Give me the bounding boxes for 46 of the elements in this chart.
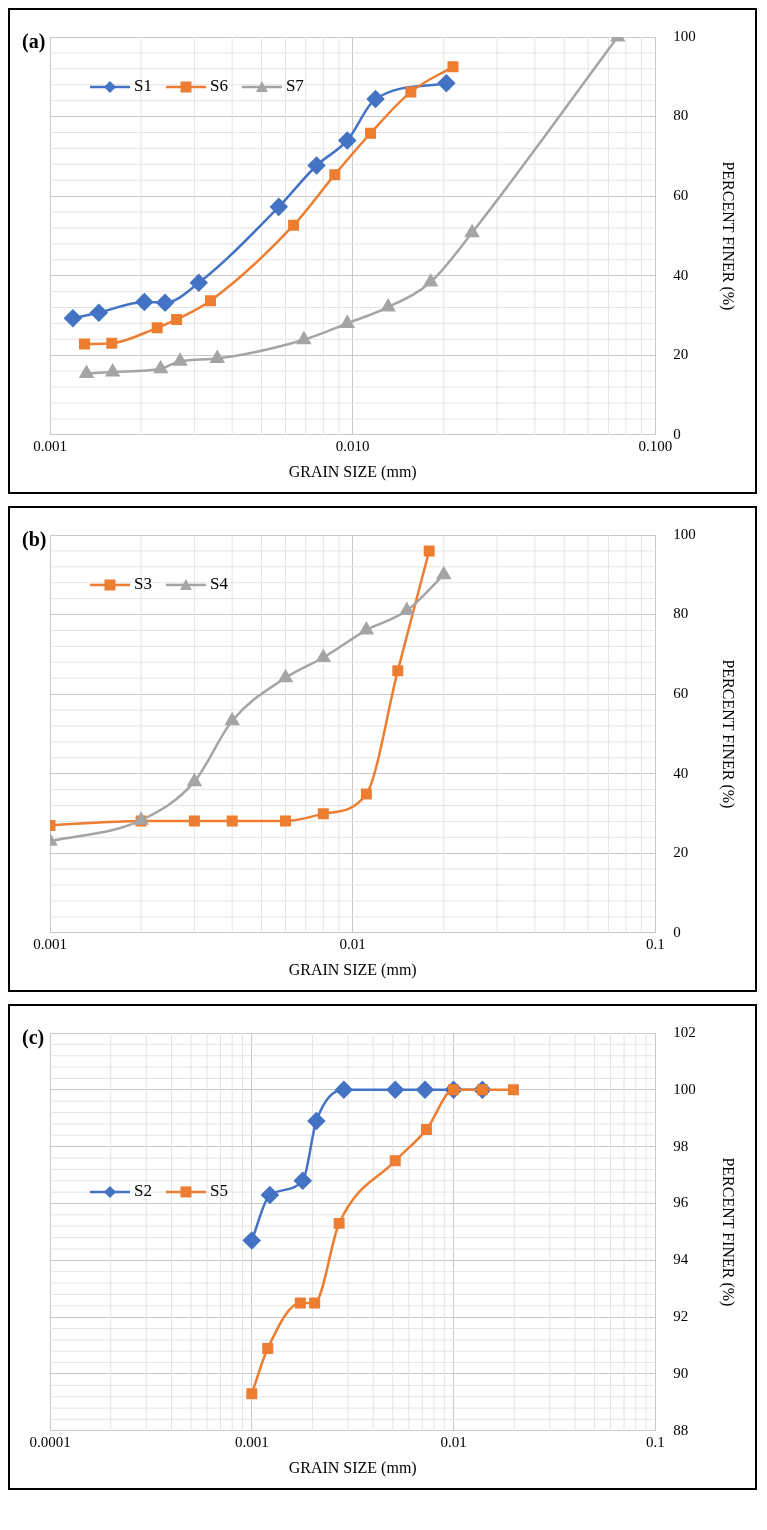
chart-title: (b)	[22, 528, 47, 552]
y-tick-label: 102	[673, 1023, 696, 1040]
y-tick-label: 88	[673, 1421, 689, 1438]
x-tick-label: 0.0001	[29, 1433, 71, 1450]
y-tick-label: 100	[673, 525, 696, 542]
y-axis-title: PERCENT FINER (%)	[719, 659, 738, 809]
y-axis-title: PERCENT FINER (%)	[719, 1157, 738, 1307]
y-tick-label: 60	[673, 187, 689, 204]
y-tick-label: 40	[673, 266, 689, 283]
y-tick-label: 80	[673, 107, 689, 124]
legend-label: S1	[134, 76, 152, 96]
y-tick-label: 20	[673, 346, 689, 363]
legend-label: S4	[209, 574, 229, 594]
y-tick-label: 96	[673, 1194, 689, 1211]
y-tick-label: 90	[673, 1364, 689, 1381]
y-axis-title: PERCENT FINER (%)	[719, 161, 738, 311]
y-tick-label: 80	[673, 605, 689, 622]
y-tick-label: 100	[673, 1080, 696, 1097]
x-tick-label: 0.01	[440, 1433, 467, 1450]
x-tick-label: 0.1	[645, 1433, 665, 1450]
legend-label: S5	[209, 1181, 228, 1201]
legend-label: S7	[285, 76, 305, 96]
legend-label: S6	[209, 76, 228, 96]
chart-title: (c)	[22, 1026, 45, 1050]
x-tick-label: 0.010	[335, 437, 370, 454]
y-tick-label: 0	[673, 923, 681, 940]
x-tick-label: 0.001	[234, 1433, 269, 1450]
y-tick-label: 100	[673, 27, 696, 44]
x-axis-title: GRAIN SIZE (mm)	[288, 462, 417, 481]
legend-label: S2	[134, 1181, 152, 1201]
x-tick-label: 0.01	[339, 935, 366, 952]
legend-label: S3	[134, 574, 152, 594]
y-tick-label: 98	[673, 1137, 689, 1154]
x-tick-label: 0.1	[645, 935, 665, 952]
x-axis-title: GRAIN SIZE (mm)	[288, 1458, 417, 1477]
y-tick-label: 0	[673, 425, 681, 442]
y-tick-label: 40	[673, 764, 689, 781]
y-tick-label: 92	[673, 1308, 689, 1325]
x-tick-label: 0.001	[33, 935, 67, 952]
x-axis-title: GRAIN SIZE (mm)	[288, 960, 417, 979]
x-tick-label: 0.001	[33, 437, 67, 454]
y-tick-label: 60	[673, 685, 689, 702]
x-tick-label: 0.100	[638, 437, 673, 454]
y-tick-label: 20	[673, 844, 689, 861]
y-tick-label: 94	[673, 1251, 689, 1268]
chart-title: (a)	[22, 30, 46, 54]
